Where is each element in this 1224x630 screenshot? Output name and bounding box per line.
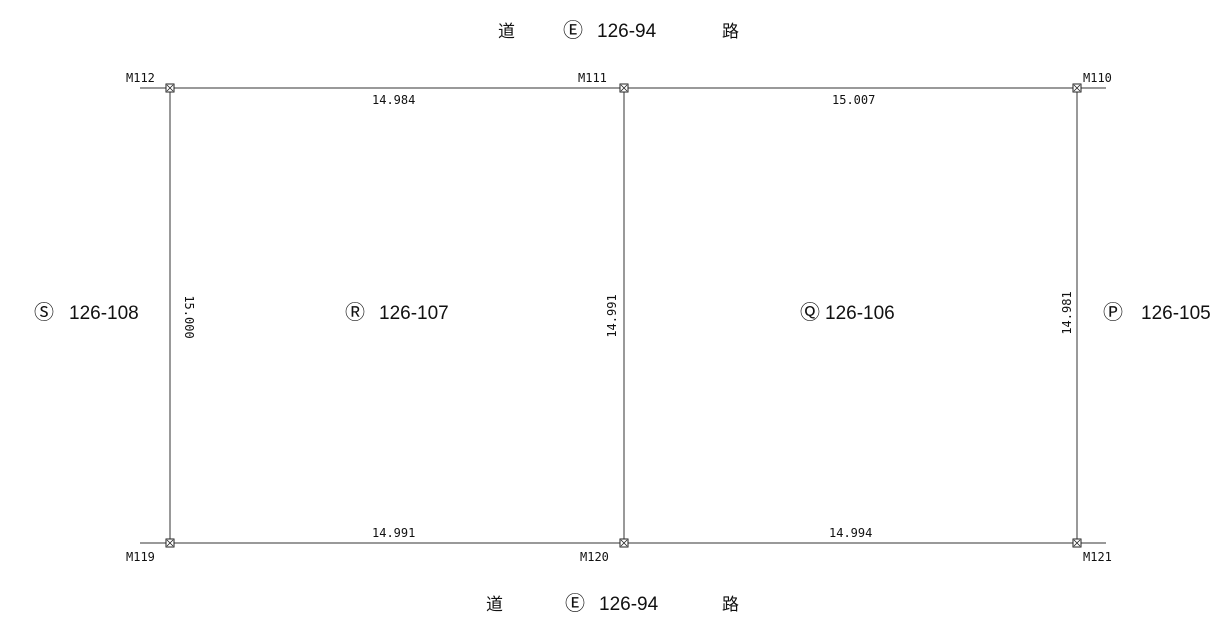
monument-marker-m110	[1072, 83, 1082, 93]
parcel-symbol-p: Ⓟ	[1103, 300, 1123, 324]
road-top-char-left: 道	[498, 22, 515, 42]
monument-label-m112: M112	[126, 71, 155, 85]
distance-top-left: 14.984	[372, 93, 415, 107]
parcel-number-q: 126-106	[825, 303, 895, 324]
road-bottom-char-right: 路	[722, 595, 739, 615]
distance-middle: 14.991	[605, 294, 619, 337]
road-bottom-number: 126-94	[599, 594, 659, 615]
parcel-symbol-r: Ⓡ	[345, 300, 365, 324]
distance-bottom-right: 14.994	[829, 526, 872, 540]
distance-bottom-left: 14.991	[372, 526, 415, 540]
road-top-symbol: Ⓔ	[563, 18, 583, 42]
distance-right-side: 14.981	[1060, 291, 1074, 334]
road-top-number: 126-94	[597, 21, 657, 42]
monument-label-m110: M110	[1083, 71, 1112, 85]
monument-marker-m120	[619, 538, 629, 548]
monument-marker-m119	[165, 538, 175, 548]
parcel-symbol-q: Ⓠ	[800, 300, 820, 324]
monument-label-m121: M121	[1083, 550, 1112, 564]
monument-label-m119: M119	[126, 550, 155, 564]
road-bottom-char-left: 道	[486, 595, 503, 615]
monument-label-m120: M120	[580, 550, 609, 564]
monument-marker-m112	[165, 83, 175, 93]
distance-top-right: 15.007	[832, 93, 875, 107]
parcel-number-s: 126-108	[69, 303, 139, 324]
monument-marker-m121	[1072, 538, 1082, 548]
road-top-char-right: 路	[722, 22, 739, 42]
monument-label-m111: M111	[578, 71, 607, 85]
monument-marker-m111	[619, 83, 629, 93]
road-bottom-symbol: Ⓔ	[565, 591, 585, 615]
parcel-symbol-s: Ⓢ	[34, 300, 54, 324]
parcel-number-r: 126-107	[379, 303, 449, 324]
distance-left-side: 15.000	[182, 295, 196, 338]
parcel-number-p: 126-105	[1141, 303, 1211, 324]
